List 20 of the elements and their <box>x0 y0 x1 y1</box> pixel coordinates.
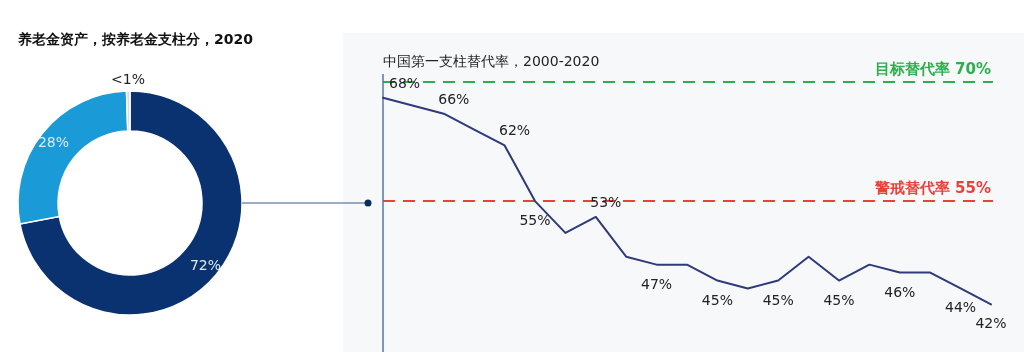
data-label: 46% <box>884 283 916 300</box>
ref-line-label: 目标替代率 70% <box>874 59 991 78</box>
ref-line-label: 警戒替代率 55% <box>873 179 991 198</box>
data-label: <1% <box>111 71 146 88</box>
data-label: 62% <box>499 122 531 139</box>
data-label: 66% <box>438 90 470 107</box>
data-label: 44% <box>945 299 977 316</box>
chart-title: 养老金资产，按养老金支柱分，2020 <box>17 31 254 47</box>
data-label: 53% <box>590 193 622 210</box>
data-label: 68% <box>389 74 421 91</box>
data-label: 45% <box>823 291 855 308</box>
data-label: 45% <box>701 291 733 308</box>
donut-slice <box>19 90 243 316</box>
data-label: 45% <box>762 291 794 308</box>
data-label: 55% <box>519 212 551 229</box>
data-label: 47% <box>641 275 673 292</box>
data-label: 42% <box>975 315 1007 332</box>
data-label: 28% <box>37 133 70 150</box>
chart-title: 中国第一支柱替代率，2000-2020 <box>383 53 600 69</box>
data-label: 72% <box>189 257 222 274</box>
